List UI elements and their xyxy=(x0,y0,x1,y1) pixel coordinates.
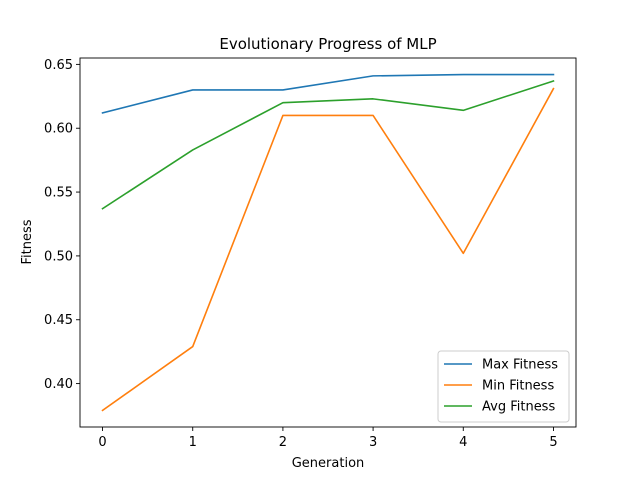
chart-title: Evolutionary Progress of MLP xyxy=(219,35,436,53)
legend-label: Avg Fitness xyxy=(482,400,555,415)
y-tick-label: 0.60 xyxy=(44,122,73,137)
legend-label: Min Fitness xyxy=(482,379,554,394)
legend: Max Fitness Min Fitness Avg Fitness xyxy=(437,350,570,423)
series-line-max-fitness xyxy=(101,73,555,114)
x-axis-title: Generation xyxy=(292,456,365,471)
y-tick-label: 0.65 xyxy=(44,58,73,73)
x-tick-label: 5 xyxy=(549,435,557,450)
axes: 0 1 2 3 4 5 0.40 0.45 0.50 0.55 0.60 0.65 xyxy=(44,57,577,450)
x-tick-label: 4 xyxy=(459,435,467,450)
x-tick-label: 1 xyxy=(189,435,197,450)
series-line-min-fitness xyxy=(101,87,555,412)
y-axis-title: Fitness xyxy=(20,219,35,264)
y-tick-label: 0.55 xyxy=(44,186,73,201)
legend-box xyxy=(437,350,570,423)
plot-frame xyxy=(79,57,577,428)
plot-area xyxy=(101,73,555,412)
x-tick-label: 2 xyxy=(279,435,287,450)
x-tick-label: 3 xyxy=(369,435,377,450)
y-tick-label: 0.45 xyxy=(44,313,73,328)
x-tick-label: 0 xyxy=(98,435,106,450)
y-tick-label: 0.40 xyxy=(44,377,73,392)
legend-label: Max Fitness xyxy=(482,358,558,373)
y-tick-label: 0.50 xyxy=(44,249,73,264)
series-line-avg-fitness xyxy=(101,79,555,210)
